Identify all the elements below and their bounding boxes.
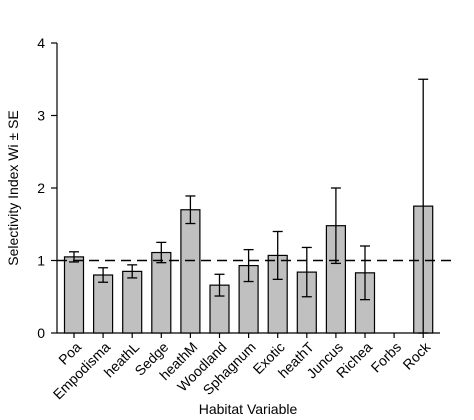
x-tick-label: Rock	[399, 338, 434, 373]
x-axis-title: Habitat Variable	[199, 401, 298, 417]
y-ticks: 0 1 2 3 4	[37, 35, 57, 341]
y-tick-label: 4	[37, 35, 45, 51]
y-tick-label: 1	[37, 253, 45, 269]
error-bars	[69, 78, 429, 334]
bar	[63, 256, 85, 334]
x-ticks: PoaEmpodismaheathLSedgeheathMWoodlandSph…	[50, 333, 434, 402]
bar	[122, 270, 143, 334]
x-axis: PoaEmpodismaheathLSedgeheathMWoodlandSph…	[50, 332, 440, 402]
bar	[92, 274, 114, 334]
y-tick-label: 0	[37, 325, 45, 341]
bars	[63, 205, 434, 334]
bar	[151, 251, 172, 334]
x-tick-label: Forbs	[368, 339, 405, 376]
bar	[180, 209, 201, 334]
y-tick-label: 2	[37, 180, 45, 196]
y-axis-title: Selectivity Index Wi ± SE	[5, 110, 21, 266]
y-axis: 0 1 2 3 4	[37, 35, 58, 341]
y-tick-label: 3	[37, 108, 45, 124]
